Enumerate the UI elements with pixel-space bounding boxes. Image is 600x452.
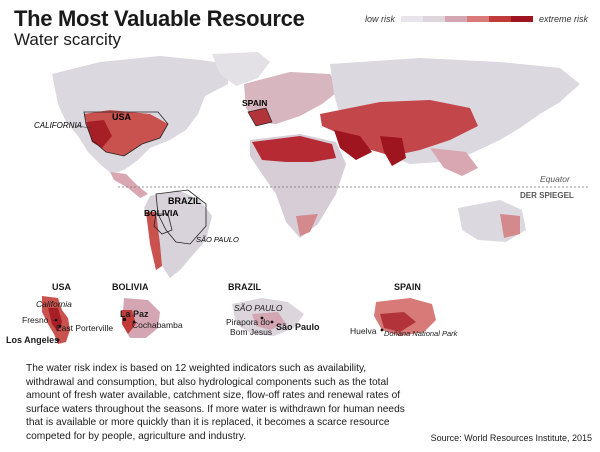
- europe-landmass: [244, 72, 340, 124]
- australia-risk-area: [500, 214, 520, 238]
- inset-brazil-place-pirapora-1: Pirapora do: [226, 317, 270, 327]
- usa-border: [83, 111, 169, 157]
- usa-risk-area: [84, 110, 168, 156]
- label-brand: DER SPIEGEL: [520, 191, 574, 200]
- inset-usa-place-fresno: Fresno: [22, 315, 49, 325]
- inset-usa-place-east-porterville: East Porterville: [56, 323, 114, 333]
- arabia-india-extreme-area: [334, 130, 406, 166]
- inset-bolivia-map: [122, 298, 160, 338]
- inset-bolivia-place-cochabamba: Cochabamba: [132, 320, 183, 330]
- inset-brazil-place-sao-paulo: São Paulo: [276, 322, 320, 332]
- inset-brazil-map: [232, 298, 304, 336]
- inset-usa-region: California: [36, 299, 72, 309]
- legend-swatch-3: [444, 16, 467, 22]
- label-california: CALIFORNIA: [34, 121, 82, 130]
- legend-swatch-4: [466, 16, 489, 22]
- north-africa-risk-area: [252, 136, 336, 162]
- description-text: The water risk index is based on 12 weig…: [26, 363, 405, 442]
- inset-brazil-region: SÃO PAULO: [234, 303, 283, 313]
- inset-spain-map: [374, 298, 436, 336]
- usa-extreme-area: [86, 120, 112, 148]
- inset-brazil-place-pirapora-2: Bom Jesus: [230, 327, 273, 337]
- map-title: The Most Valuable Resource: [14, 6, 305, 31]
- legend-swatch-2: [422, 16, 445, 22]
- risk-legend: low risk extreme risk: [365, 14, 588, 24]
- label-bolivia: BOLIVIA: [144, 208, 178, 218]
- central-america-landmass: [110, 172, 148, 198]
- world-water-risk-map: USA CALIFORNIA SPAIN BRAZIL BOLIVIA SÃO …: [34, 52, 590, 278]
- brazil-border: [155, 189, 207, 245]
- inset-bolivia-title: BOLIVIA: [112, 282, 149, 292]
- greenland-landmass: [212, 52, 270, 86]
- south-africa-risk-area: [296, 214, 318, 236]
- label-equator: Equator: [540, 174, 571, 184]
- spain-border: [247, 107, 273, 127]
- inset-usa-place-los-angeles: Los Angeles: [6, 335, 60, 345]
- legend-swatch-5: [488, 16, 511, 22]
- inset-brazil-title: BRAZIL: [228, 282, 261, 292]
- legend-swatch-1: [400, 16, 423, 22]
- inset-spain-title: SPAIN: [394, 282, 421, 292]
- south-america-risk-west: [146, 212, 162, 270]
- california-pointer: [75, 125, 93, 129]
- south-america-landmass: [144, 190, 212, 278]
- map-subtitle: Water scarcity: [14, 30, 122, 49]
- southeast-asia-landmass: [430, 148, 478, 176]
- label-usa: USA: [112, 112, 132, 122]
- label-sao-paulo: SÃO PAULO: [196, 235, 239, 244]
- label-brazil: BRAZIL: [168, 196, 201, 206]
- legend-high-label: extreme risk: [538, 14, 588, 24]
- label-spain: SPAIN: [242, 98, 267, 108]
- inset-usa-title: USA: [52, 282, 72, 292]
- inset-spain-place-huelva: Huelva: [350, 326, 377, 336]
- source-note: Source: World Resources Institute, 2015: [430, 433, 592, 443]
- inset-bolivia-place-la-paz: La Paz: [120, 309, 149, 319]
- inset-spain-place-donana: Doñana National Park: [384, 329, 458, 338]
- spain-risk-area: [248, 108, 272, 126]
- bolivia-border: [153, 213, 173, 235]
- inset-usa-map: [42, 296, 70, 344]
- legend-color-scale: [400, 16, 533, 22]
- legend-swatch-6: [510, 16, 533, 22]
- legend-low-label: low risk: [364, 14, 395, 24]
